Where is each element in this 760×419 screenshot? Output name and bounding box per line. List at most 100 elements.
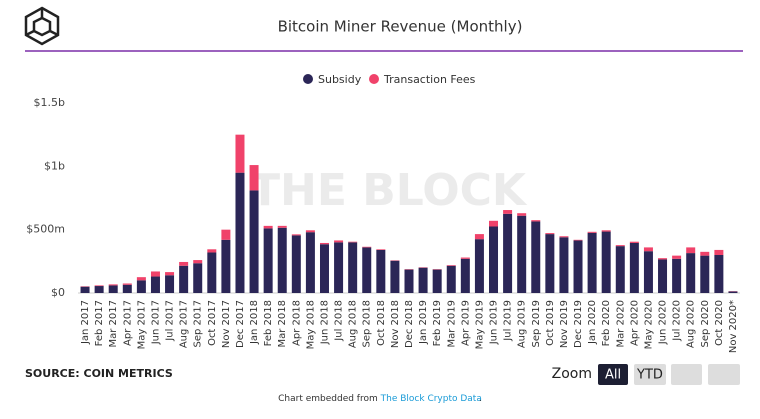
x-tick-label: Apr 2017: [122, 300, 133, 346]
bar-segment: [460, 257, 470, 259]
bar-segment: [601, 231, 611, 293]
bar-segment: [362, 247, 372, 293]
zoom-label: Zoom: [552, 366, 592, 382]
x-tick-label: Jul 2020: [672, 300, 683, 342]
bar-segment: [207, 252, 217, 293]
bar-segment: [122, 283, 132, 285]
bar-segment: [150, 276, 160, 293]
bar-segment: [643, 251, 653, 293]
bar-segment: [629, 242, 639, 293]
x-tick-label: Nov 2019: [559, 300, 570, 348]
bar-segment: [446, 265, 456, 293]
x-tick-label: Jan 2018: [249, 300, 260, 345]
bar-segment: [122, 284, 132, 293]
bar-segment: [291, 234, 301, 236]
bar-segment: [390, 260, 400, 293]
x-tick-label: Aug 2017: [179, 300, 190, 348]
bar-segment: [108, 285, 118, 293]
bar-segment: [587, 231, 597, 233]
x-tick-label: May 2019: [474, 300, 485, 349]
bar-segment: [615, 245, 625, 247]
x-tick-label: Jun 2018: [319, 300, 330, 345]
bar-segment: [573, 239, 583, 241]
legend-swatch: [369, 74, 379, 84]
bar-segment: [263, 228, 273, 293]
bar-segment: [474, 234, 484, 240]
bar-segment: [503, 213, 513, 293]
bar-segment: [700, 255, 710, 293]
x-tick-label: May 2020: [643, 300, 654, 349]
chart-title: Bitcoin Miner Revenue (Monthly): [278, 18, 523, 36]
bar-segment: [80, 286, 90, 293]
bar-segment: [629, 241, 639, 243]
x-tick-label: Dec 2017: [235, 300, 246, 348]
bar-segment: [334, 242, 344, 293]
bar-segment: [207, 249, 217, 253]
bar-segment: [517, 215, 527, 293]
bar-segment: [221, 239, 231, 293]
bar-segment: [672, 258, 682, 293]
x-tick-label: Feb 2018: [263, 300, 274, 346]
source: SOURCE: COIN METRICS: [25, 367, 173, 380]
bar-segment: [249, 165, 259, 191]
bar-segment: [559, 236, 569, 238]
bar-segment: [517, 213, 527, 216]
zoom-button[interactable]: [598, 364, 628, 385]
bar-segment: [686, 247, 696, 254]
bar-segment: [587, 232, 597, 293]
bar-segment: [348, 242, 358, 293]
bar-segment: [319, 244, 329, 293]
bar-segment: [728, 291, 738, 293]
bar-segment: [362, 246, 372, 248]
zoom-button[interactable]: [671, 364, 702, 385]
y-tick-label: $0: [51, 286, 65, 299]
bar-segment: [221, 229, 231, 240]
x-tick-label: Dec 2018: [404, 300, 415, 348]
bar-segment: [418, 267, 428, 293]
bar-segment: [193, 260, 203, 264]
bar-segment: [643, 247, 653, 252]
bar-segment: [249, 190, 259, 293]
bar-segment: [658, 258, 668, 260]
x-tick-label: Sep 2018: [362, 300, 373, 347]
x-tick-label: Jan 2019: [418, 300, 429, 345]
x-tick-label: Apr 2020: [629, 300, 640, 346]
x-tick-label: Jul 2018: [334, 300, 345, 342]
bar-segment: [531, 220, 541, 222]
bar-segment: [446, 265, 456, 266]
x-tick-label: Mar 2017: [108, 300, 119, 348]
bar-segment: [601, 230, 611, 232]
x-tick-label: Dec 2019: [573, 300, 584, 348]
zoom-button-label[interactable]: All: [605, 368, 621, 383]
x-tick-label: Aug 2019: [517, 300, 528, 348]
bar-segment: [108, 284, 118, 286]
bar-segment: [376, 249, 386, 293]
zoom-button-label[interactable]: YTD: [636, 368, 663, 383]
bar-segment: [136, 280, 146, 293]
x-tick-label: Jun 2020: [658, 300, 669, 345]
bar-segment: [474, 239, 484, 293]
legend-label: Transaction Fees: [383, 73, 476, 86]
bar-segment: [432, 269, 442, 293]
bar-segment: [94, 285, 104, 287]
x-tick-label: Feb 2017: [94, 300, 105, 346]
zoom-button[interactable]: [634, 364, 666, 385]
bar-segment: [165, 275, 175, 293]
x-tick-label: Nov 2017: [221, 300, 232, 348]
bar-segment: [489, 226, 499, 293]
x-tick-label: Jun 2017: [150, 300, 161, 345]
x-tick-label: Sep 2017: [193, 300, 204, 347]
footer-text: Chart embedded from: [278, 394, 378, 404]
x-tick-label: May 2017: [136, 300, 147, 349]
x-tick-label: Mar 2020: [615, 300, 626, 348]
legend-swatch: [303, 74, 313, 84]
x-tick-label: Sep 2019: [531, 300, 542, 347]
bar-segment: [573, 240, 583, 293]
bar-segment: [334, 240, 344, 243]
y-tick-label: $1.5b: [34, 96, 65, 109]
footer-text: .: [479, 394, 482, 404]
footer-link[interactable]: The Block Crypto Data: [380, 394, 482, 404]
bar-segment: [136, 277, 146, 281]
x-tick-label: Jun 2019: [489, 300, 500, 345]
zoom-button[interactable]: [708, 364, 740, 385]
